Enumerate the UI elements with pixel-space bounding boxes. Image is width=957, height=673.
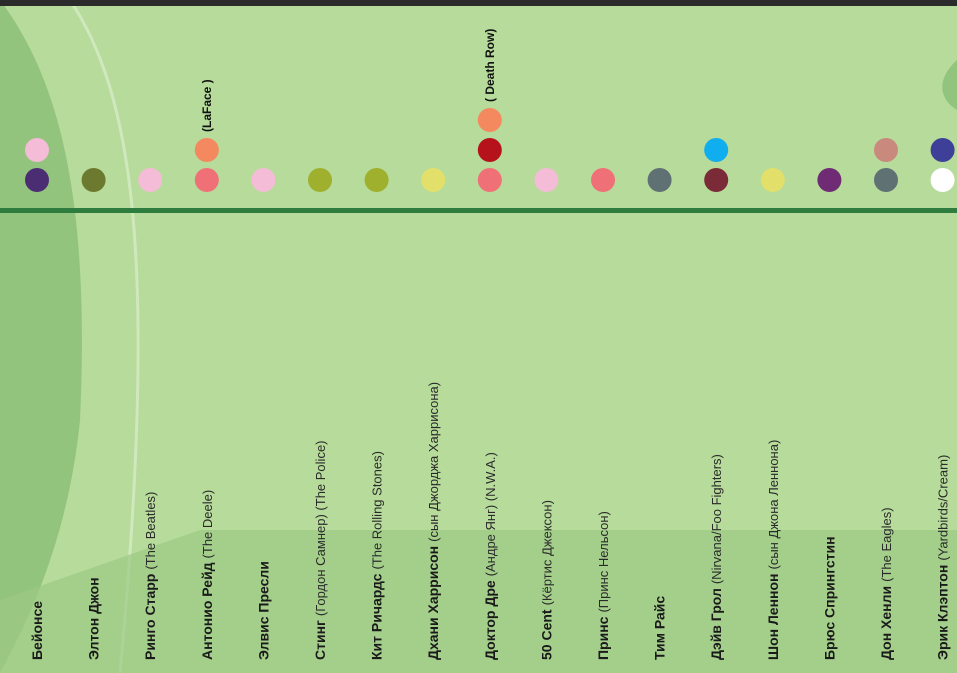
dot (421, 168, 445, 192)
artist-name: Дэйв Грол (708, 588, 724, 660)
dot (817, 168, 841, 192)
dot (478, 168, 502, 192)
artist-name: Элвис Пресли (255, 561, 271, 660)
artist-name: Бейонсе (29, 601, 45, 660)
artist: Тим Райс (652, 596, 668, 660)
dot (931, 168, 955, 192)
artist: Брюс Спрингстин (821, 536, 837, 660)
artist-name: Принс (595, 616, 611, 660)
artist-note: (Принс Нельсон) (596, 511, 611, 612)
divider (0, 208, 957, 213)
artist: Шон Леннон (сын Джона Леннона) (765, 440, 781, 660)
artist-note: (Андре Янг) (N.W.A.) (483, 452, 498, 576)
top-bar (0, 0, 957, 6)
artist-name: Дхани Харрисон (425, 546, 441, 660)
artist-name: Доктор Дре (482, 580, 498, 660)
dot (195, 138, 219, 162)
dot (308, 168, 332, 192)
artist-name: Дон Хенли (878, 586, 894, 660)
dot (704, 168, 728, 192)
infographic: Бейонсе Элтон Джон Ринго Старр (The Beatles… (0, 0, 957, 673)
artist-name: Кит Ричардс (369, 573, 385, 660)
artist: Стинг (Гордон Самнер) (The Police) (312, 440, 328, 660)
artist-name: Брюс Спрингстин (821, 536, 837, 660)
artist-note: (The Deele) (200, 490, 215, 559)
dot (82, 168, 106, 192)
dot (704, 138, 728, 162)
dot (874, 168, 898, 192)
artist: Дхани Харрисон (сын Джорджа Харрисона) (425, 382, 441, 660)
dot (25, 138, 49, 162)
artist: Антонио Рейд (The Deele) (199, 490, 215, 660)
artist-name: Антонио Рейд (199, 562, 215, 660)
dot (478, 108, 502, 132)
artist: Эрик Клэптон (Yardbirds/Cream) (935, 455, 951, 660)
dot (591, 168, 615, 192)
dot (25, 168, 49, 192)
artist-note: (сын Джона Леннона) (766, 440, 781, 570)
dot (931, 138, 955, 162)
artist: 50 Cent (Кёртис Джексон) (538, 500, 554, 660)
artist: Кит Ричардс (The Rolling Stones) (369, 451, 385, 660)
artist-name: Стинг (312, 620, 328, 660)
artist-name: Ринго Старр (142, 574, 158, 660)
dot (365, 168, 389, 192)
artist-note: (Гордон Самнер) (The Police) (313, 440, 328, 616)
artist-name: Тим Райс (652, 596, 668, 660)
label: (LaFace ) (200, 79, 214, 132)
dot (534, 168, 558, 192)
artist: Ринго Старр (The Beatles) (142, 492, 158, 660)
artist: Доктор Дре (Андре Янг) (N.W.A.) (482, 452, 498, 660)
artist-note: (Кёртис Джексон) (539, 500, 554, 605)
dot (195, 168, 219, 192)
dot (138, 168, 162, 192)
artist-note: (The Beatles) (143, 492, 158, 570)
artist: Бейонсе (29, 601, 45, 660)
dot (251, 168, 275, 192)
artist: Дэйв Грол (Nirvana/Foo Fighters) (708, 454, 724, 660)
artist: Принс (Принс Нельсон) (595, 511, 611, 660)
artist-note: (The Rolling Stones) (370, 451, 385, 569)
artist-name: Эрик Клэптон (935, 565, 951, 660)
artist-note: (Nirvana/Foo Fighters) (709, 454, 724, 584)
dot (761, 168, 785, 192)
dot (874, 138, 898, 162)
artist-note: (Yardbirds/Cream) (936, 455, 951, 561)
artist: Элвис Пресли (255, 561, 271, 660)
artist: Элтон Джон (86, 577, 102, 660)
label: ( Death Row) (483, 29, 497, 102)
artist-name: 50 Cent (538, 609, 554, 660)
dot (478, 138, 502, 162)
artist-name: Шон Леннон (765, 574, 781, 661)
artist-note: (The Eagles) (879, 507, 894, 581)
artist-name: Элтон Джон (86, 577, 102, 660)
dot (648, 168, 672, 192)
artist-note: (сын Джорджа Харрисона) (426, 382, 441, 542)
